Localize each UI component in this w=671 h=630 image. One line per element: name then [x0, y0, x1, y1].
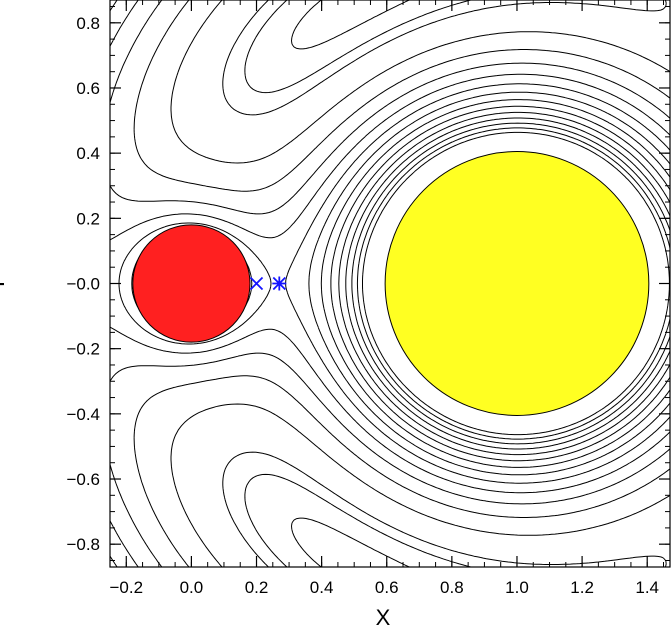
y-tick-label: 0.4 — [76, 144, 100, 163]
y-tick-label: −0.6 — [66, 470, 100, 489]
marker-x — [249, 276, 264, 291]
y-tick-label: −0.0 — [66, 275, 100, 294]
y-tick-label: 0.8 — [76, 14, 100, 33]
body-1 — [384, 151, 650, 416]
x-axis-label: X — [376, 605, 391, 630]
markers — [249, 276, 287, 291]
x-tick-label: 1.4 — [635, 578, 659, 597]
bodies — [132, 151, 650, 416]
y-tick-label: −0.8 — [66, 535, 100, 554]
y-axis-label: Y — [0, 276, 9, 291]
contour-line-49 — [110, 0, 670, 567]
x-tick-label: 0.6 — [375, 578, 399, 597]
y-tick-label: 0.6 — [76, 79, 100, 98]
contour-line-51 — [133, 0, 670, 567]
x-tick-label: 0.8 — [440, 578, 464, 597]
contour-line-50 — [110, 0, 670, 567]
x-tick-label: 0.4 — [310, 578, 334, 597]
body-0 — [132, 224, 251, 343]
y-tick-label: −0.2 — [66, 340, 100, 359]
contour-line-53 — [222, 0, 667, 567]
x-tick-label: 0.2 — [245, 578, 269, 597]
marker-asterisk — [272, 276, 287, 291]
x-tick-label: −0.2 — [109, 578, 143, 597]
contour-line-48 — [110, 0, 670, 567]
x-tick-label: 0.0 — [180, 578, 204, 597]
y-tick-label: −0.4 — [66, 405, 100, 424]
x-tick-label: 1.0 — [505, 578, 529, 597]
contour-line-52 — [170, 0, 670, 567]
contour-line-0 — [244, 0, 471, 567]
contour-line-1 — [291, 0, 410, 567]
axes: −0.2 0.0 0.2 0.4 0.6 0.8 1.0 1.2 1.4 0.8 0.6 0.4 0.2… — [66, 0, 671, 597]
x-tick-label: 1.2 — [570, 578, 594, 597]
y-tick-label: 0.2 — [76, 209, 100, 228]
